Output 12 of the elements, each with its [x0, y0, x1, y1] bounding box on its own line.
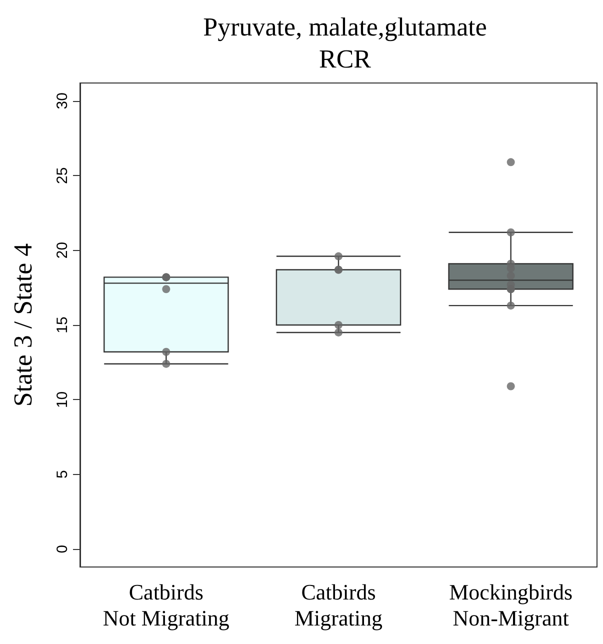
y-tick-label: 5 — [54, 470, 71, 479]
y-tick-label: 0 — [54, 544, 71, 554]
x-tick-label: Mockingbirds Non-Migrant — [449, 580, 573, 630]
y-tick-label: 30 — [54, 92, 71, 110]
y-tick-label: 10 — [54, 391, 71, 408]
y-tick-label: 15 — [54, 316, 71, 334]
y-tick-label: 25 — [54, 167, 71, 184]
y-axis-title: State 3 / State 4 — [8, 243, 38, 407]
y-tick-label: 20 — [54, 242, 71, 259]
x-tick-label: Catbirds Migrating — [294, 580, 382, 630]
chart-title: Pyruvate, malate,glutamate RCR — [203, 12, 487, 74]
x-tick-label: Catbirds Not Migrating — [102, 580, 230, 630]
